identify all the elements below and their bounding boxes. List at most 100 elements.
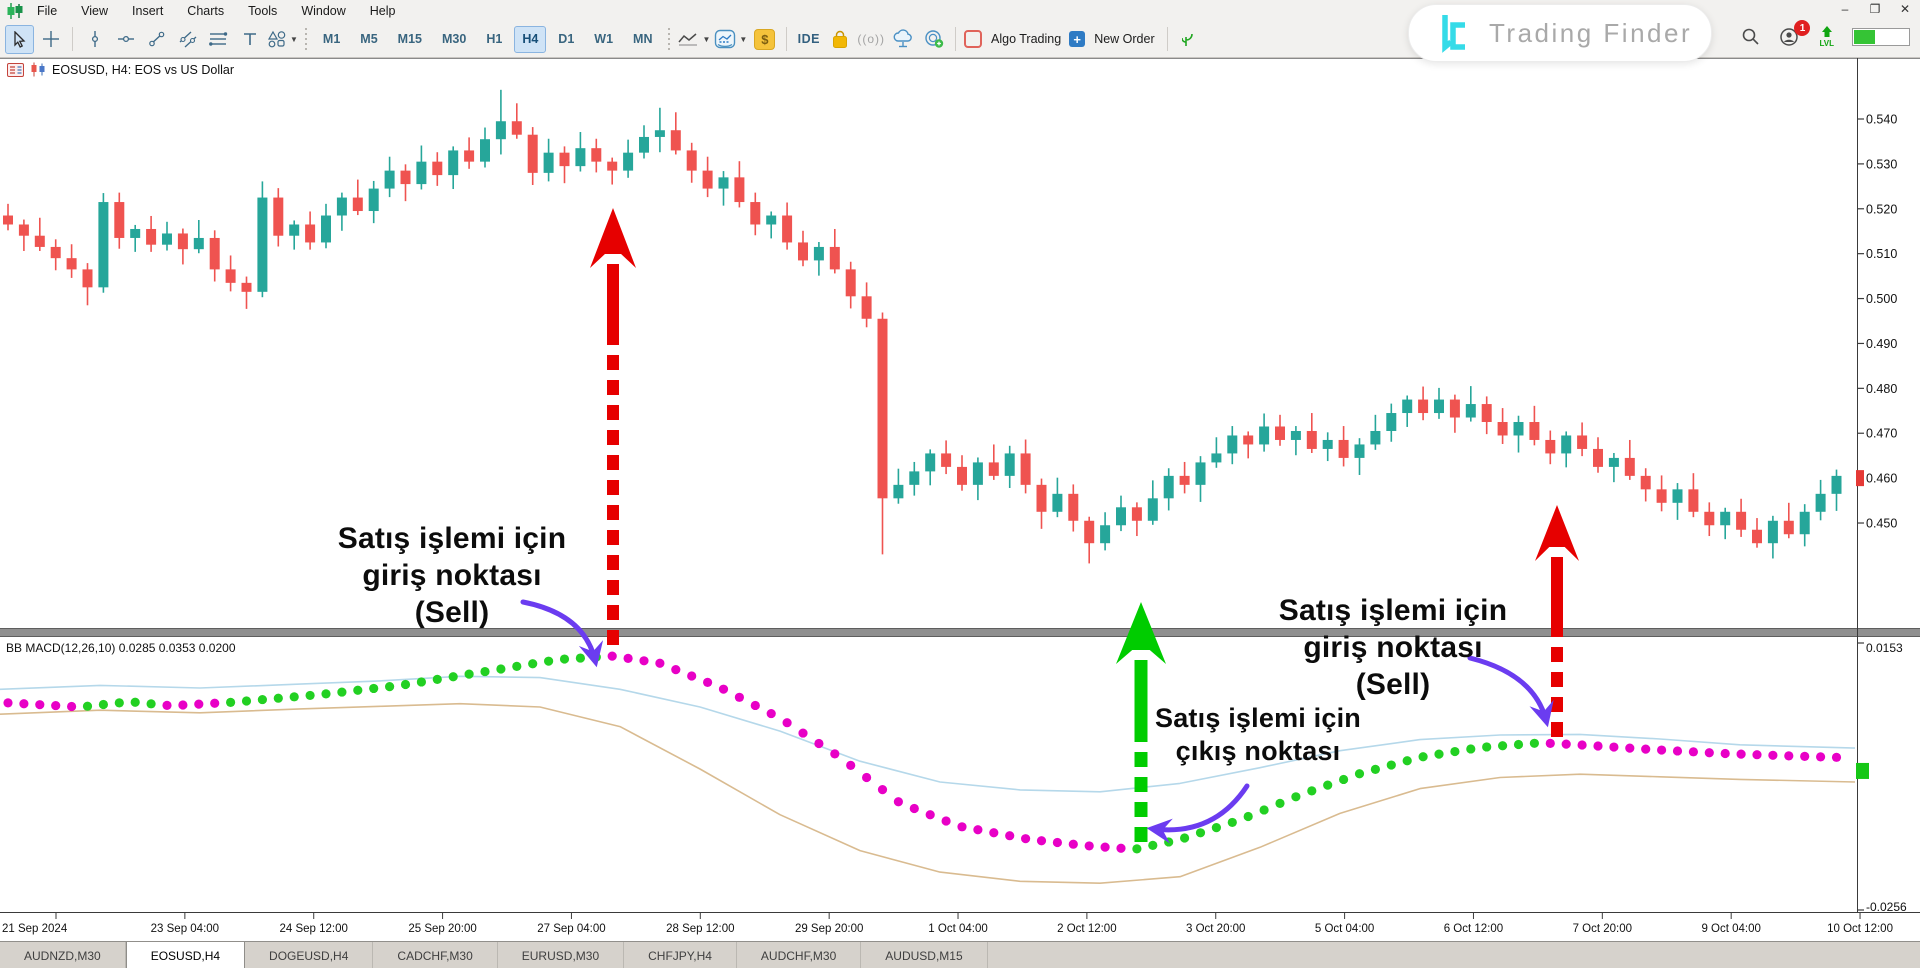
trendline-tool-button[interactable] xyxy=(142,25,171,54)
menu-item-insert[interactable]: Insert xyxy=(132,3,164,18)
horizontal-line-tool-button[interactable] xyxy=(111,25,140,54)
ide-button[interactable]: IDE xyxy=(794,25,823,54)
symbol-tab-eurusd[interactable]: EURUSD,M30 xyxy=(497,942,625,968)
macd-dot xyxy=(1720,748,1730,759)
candle-body xyxy=(702,170,713,189)
menu-item-view[interactable]: View xyxy=(81,3,109,18)
candle-body xyxy=(1179,475,1190,485)
macd-dot xyxy=(766,708,776,719)
symbol-tab-audusd[interactable]: AUDUSD,M15 xyxy=(861,942,988,968)
timeframe-m15-button[interactable]: M15 xyxy=(397,32,422,46)
macd-dot xyxy=(671,664,681,675)
timeframe-m1-button[interactable]: M1 xyxy=(322,32,341,46)
sell-entry-arrow-2 xyxy=(1535,505,1579,742)
menu-item-file[interactable]: File xyxy=(37,3,58,18)
candle-body xyxy=(3,215,13,225)
timeframe-w1-button[interactable]: W1 xyxy=(594,32,614,46)
notifications-button[interactable]: 1 xyxy=(1779,20,1811,47)
macd-dot xyxy=(51,700,61,711)
macd-dot xyxy=(305,690,315,701)
symbol-tab-audnzd[interactable]: AUDNZD,M30 xyxy=(0,942,126,968)
macd-dot xyxy=(639,656,649,666)
market-button[interactable] xyxy=(825,25,854,54)
macd-dot xyxy=(35,700,45,710)
candle-body xyxy=(543,152,554,173)
time-tick-label: 23 Sep 04:00 xyxy=(151,923,219,935)
candle-body xyxy=(1688,489,1699,512)
crosshair-tool-button[interactable] xyxy=(36,25,65,54)
macd-dot xyxy=(1482,742,1492,752)
candle-body xyxy=(1147,498,1158,521)
candle-body xyxy=(1243,435,1254,445)
macd-dot xyxy=(1100,842,1110,852)
macd-dot xyxy=(337,687,347,697)
timeframe-h4-button[interactable]: H4 xyxy=(514,25,547,53)
community-button[interactable] xyxy=(919,25,948,54)
candle-body xyxy=(1052,493,1063,512)
sell-entry-note-2: Satış işlemi için giriş noktası (Sell) xyxy=(1278,594,1508,702)
symbol-tab-eosusd[interactable]: EOSUSD,H4 xyxy=(125,942,246,968)
close-button[interactable]: ✕ xyxy=(1899,2,1911,16)
vertical-line-tool-button[interactable] xyxy=(80,25,109,54)
channel-tool-button[interactable] xyxy=(173,25,202,54)
timeframe-m30-button[interactable]: M30 xyxy=(442,32,467,46)
candle-body xyxy=(670,130,681,151)
candle-body xyxy=(1449,399,1460,418)
menu-item-charts[interactable]: Charts xyxy=(187,3,225,18)
text-tool-button[interactable] xyxy=(235,25,264,54)
indicators-button[interactable]: ▼ xyxy=(713,25,748,54)
macd-dot xyxy=(194,699,204,709)
journal-mini-button[interactable] xyxy=(1175,25,1204,54)
symbol-tab-bar: AUDNZD,M30 EOSUSD,H4 DOGEUSD,H4 CADCHF,M30 E… xyxy=(0,941,1920,968)
pointer-arrow-2 xyxy=(1146,783,1250,844)
minimize-button[interactable]: – xyxy=(1841,2,1849,16)
signals-button[interactable]: ((o)) xyxy=(856,25,886,54)
macd-dot xyxy=(718,684,729,694)
timeframe-m5-button[interactable]: M5 xyxy=(360,32,378,46)
menu-item-help[interactable]: Help xyxy=(369,3,396,18)
macd-dot xyxy=(416,677,426,687)
macd-dot xyxy=(877,785,888,795)
bb-lower-band-line xyxy=(0,702,1856,884)
candle-body xyxy=(1545,439,1556,454)
candle-body xyxy=(432,161,443,176)
menu-item-window[interactable]: Window xyxy=(301,3,346,18)
macd-dot xyxy=(369,683,379,694)
symbol-tab-dogeusd[interactable]: DOGEUSD,H4 xyxy=(245,942,374,968)
new-order-button[interactable]: + New Order xyxy=(1068,25,1159,54)
candle-body xyxy=(798,242,808,261)
macd-dot xyxy=(1768,750,1778,760)
quotes-table-icon[interactable] xyxy=(7,62,24,77)
candle-body xyxy=(1004,453,1015,476)
chart-type-button[interactable]: ▼ xyxy=(676,25,711,54)
restore-button[interactable]: ❐ xyxy=(1869,2,1881,16)
equidistant-tool-button[interactable] xyxy=(204,25,233,54)
indicator-scale-label: -0.0256 xyxy=(1866,900,1907,914)
price-tick-label: 0.530 xyxy=(1866,157,1897,171)
dollar-button[interactable]: $ xyxy=(750,25,779,54)
shapes-tool-button[interactable]: ▼ xyxy=(266,25,299,54)
symbol-tab-cadchf[interactable]: CADCHF,M30 xyxy=(373,942,498,968)
candle-body xyxy=(289,224,300,236)
symbol-tab-chfjpy[interactable]: CHFJPY,H4 xyxy=(624,942,737,968)
candle-body xyxy=(877,318,888,499)
vps-button[interactable] xyxy=(888,25,917,54)
timeframe-h1-button[interactable]: H1 xyxy=(486,32,503,46)
chart-canvas[interactable]: 0.540 0.530 0.520 0.510 0.500 0.490 0.480 0.470… xyxy=(0,58,1920,941)
candle-body xyxy=(1338,439,1349,458)
menu-item-tools[interactable]: Tools xyxy=(248,3,278,18)
price-tick-label: 0.470 xyxy=(1866,427,1897,441)
candle-body xyxy=(527,134,538,173)
symbol-tab-audchf[interactable]: AUDCHF,M30 xyxy=(736,942,862,968)
timeframe-d1-button[interactable]: D1 xyxy=(558,32,575,46)
time-tick-label: 25 Sep 20:00 xyxy=(408,923,476,935)
macd-dot xyxy=(1021,834,1031,844)
timeframe-mn-button[interactable]: MN xyxy=(633,32,653,46)
search-icon[interactable] xyxy=(1741,27,1761,47)
candlestick-icon[interactable] xyxy=(29,62,47,77)
algo-trading-button[interactable]: Algo Trading xyxy=(963,25,1066,54)
macd-dot xyxy=(1370,764,1380,774)
candle-body xyxy=(1672,489,1683,503)
cursor-tool-button[interactable] xyxy=(5,24,34,54)
